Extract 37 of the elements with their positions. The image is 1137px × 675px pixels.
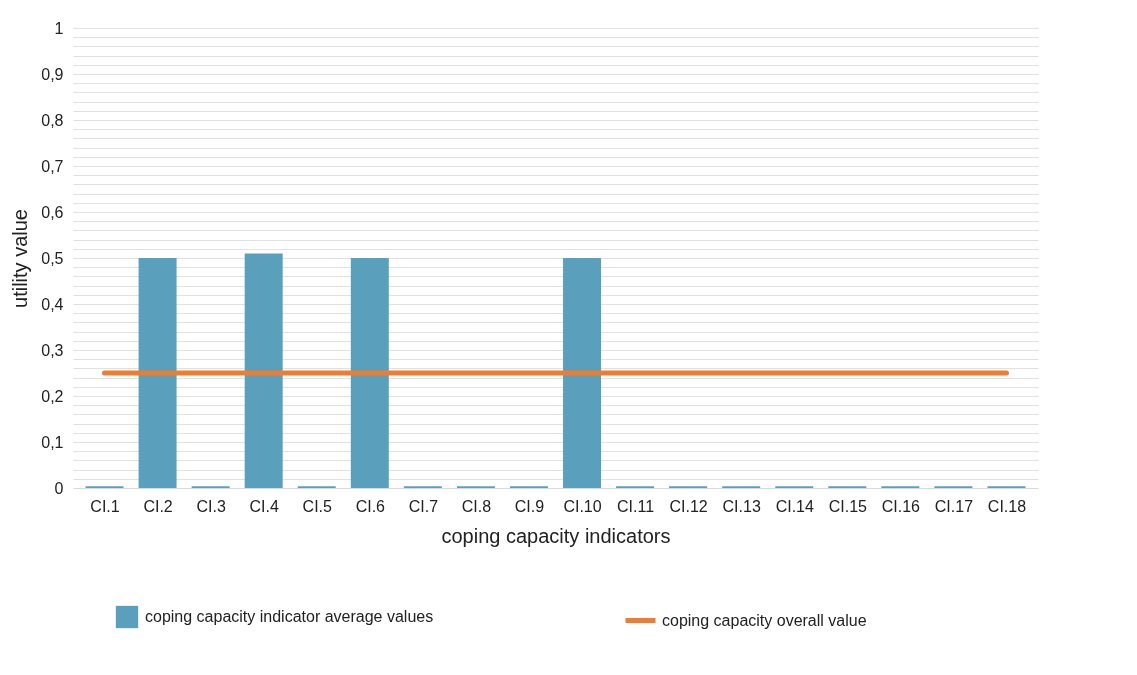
x-axis-title: coping capacity indicators	[441, 524, 671, 547]
y-tick-label: 1	[54, 19, 64, 37]
x-tick-label: CI.11	[617, 497, 655, 515]
legend-label: coping capacity indicator average values	[145, 608, 434, 625]
y-tick-label: 0,4	[41, 295, 64, 313]
y-tick-label: 0,5	[41, 249, 64, 267]
x-tick-label: CI.12	[669, 497, 708, 515]
x-tick-label: CI.3	[196, 497, 226, 515]
x-tick-label: CI.10	[563, 497, 602, 515]
x-tick-label: CI.6	[355, 497, 386, 515]
bar	[563, 258, 602, 488]
y-tick-label: 0,1	[41, 433, 64, 451]
y-tick-label: 0,9	[41, 65, 64, 83]
y-tick-label: 0,2	[41, 387, 64, 405]
x-tick-label: CI.14	[775, 497, 814, 515]
x-tick-label: CI.15	[828, 497, 868, 515]
x-tick-label: CI.5	[302, 497, 333, 515]
x-tick-label: CI.18	[987, 497, 1027, 515]
x-tick-label: CI.13	[722, 497, 761, 515]
x-tick-label: CI.8	[461, 497, 492, 515]
bar	[244, 253, 283, 488]
x-tick-label: CI.4	[249, 497, 279, 515]
x-tick-label: CI.7	[408, 497, 439, 515]
y-tick-label: 0,3	[41, 341, 64, 359]
x-tick-label: CI.1	[90, 497, 120, 515]
x-tick-label: CI.17	[934, 497, 974, 515]
y-tick-label: 0,8	[41, 111, 64, 129]
y-axis-title: utility value	[9, 209, 32, 308]
y-tick-label: 0	[54, 479, 64, 497]
x-tick-label: CI.2	[143, 497, 173, 515]
y-tick-label: 0,6	[41, 203, 64, 221]
bar	[350, 258, 389, 488]
y-tick-label: 0,7	[41, 157, 64, 175]
x-tick-label: CI.16	[881, 497, 921, 515]
x-tick-label: CI.9	[514, 497, 545, 515]
bar	[138, 258, 177, 488]
legend-label: coping capacity overall value	[662, 611, 867, 629]
